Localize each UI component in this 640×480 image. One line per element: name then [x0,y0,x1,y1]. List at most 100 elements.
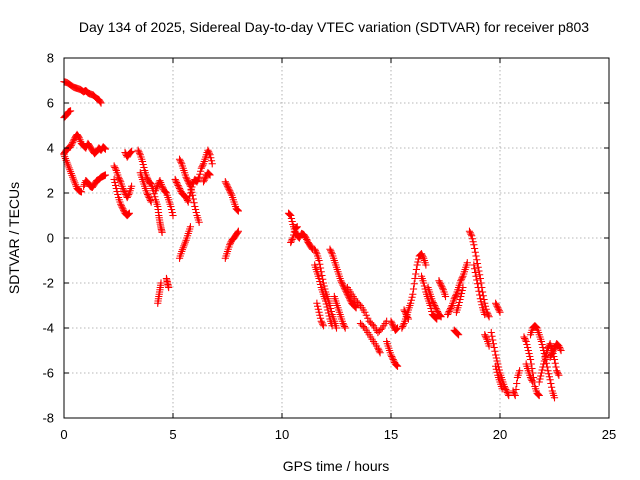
y-tick-label: 0 [47,231,54,246]
data-point [316,280,325,289]
data-point [120,187,128,196]
data-point [286,211,294,219]
data-point [190,199,198,207]
data-point [412,265,421,274]
data-point [66,143,75,151]
data-point [444,309,453,317]
data-point [176,186,184,194]
data-point [498,385,506,393]
data-point [415,255,423,263]
data-point [540,357,548,365]
data-point [234,207,242,215]
data-point [465,227,474,235]
data-point [527,375,535,383]
data-point [458,274,466,282]
data-point [393,325,401,333]
y-tick-label: -8 [42,411,54,426]
data-point [324,309,333,317]
data-point [556,345,564,353]
data-point [290,228,298,236]
data-point [287,237,296,245]
data-point [205,169,213,178]
data-point [407,296,415,304]
data-point [199,161,207,169]
data-point [292,223,301,232]
data-point [199,178,208,186]
data-point [117,200,125,208]
data-point [520,333,528,341]
y-axis-label: SDTVAR / TECUs [6,182,22,294]
data-point [114,173,123,181]
data-point [233,205,241,214]
data-point [125,209,133,217]
data-point [290,231,298,239]
data-point [175,183,183,191]
data-point [117,202,126,210]
data-point [458,286,466,295]
data-point [194,176,202,184]
data-point [127,148,135,156]
x-tick-label: 20 [493,427,507,442]
data-point [521,334,529,343]
data-point [502,385,510,394]
data-point [457,275,466,283]
data-point [339,319,347,328]
data-point [445,307,453,316]
data-point [234,227,242,235]
data-point [409,290,417,298]
data-point [195,173,203,181]
data-point [374,344,382,352]
x-axis-label: GPS time / hours [283,458,390,474]
data-point [351,303,359,311]
data-point [535,378,543,386]
data-point [557,346,565,355]
data-point [478,301,486,309]
data-point [326,245,334,253]
data-point [146,196,155,205]
data-point [454,331,463,339]
data-point [388,319,396,327]
data-point [549,347,557,355]
data-point [493,368,501,376]
data-point [466,229,474,237]
data-point [403,312,411,320]
data-point [150,190,158,198]
data-point [475,287,483,295]
data-point [538,340,546,349]
data-point [555,343,564,352]
data-point [547,383,556,391]
data-point [545,373,554,381]
data-point [293,223,301,231]
data-point [547,350,556,358]
data-point [313,299,321,307]
data-point [138,157,147,166]
data-point [186,182,195,190]
data-point [184,198,192,206]
x-tick-label: 0 [60,427,67,442]
data-point [481,331,489,339]
data-point [68,140,76,148]
data-point [472,252,480,260]
data-point [225,185,233,193]
data-point [489,336,497,344]
data-point [97,99,105,107]
data-point [545,370,553,378]
data-point [532,323,540,331]
data-point [544,367,552,375]
data-point [537,372,545,380]
data-point [521,336,530,344]
data-point [119,186,128,194]
data-point [226,188,235,196]
data-point [503,388,511,397]
data-point [387,317,395,325]
data-point [555,371,563,379]
data-point [146,179,155,187]
data-point [422,261,430,269]
data-point [288,235,296,244]
data-point [318,319,326,327]
data-point [417,250,426,258]
data-point [322,297,330,305]
data-points [60,78,565,402]
data-point [432,304,440,313]
data-point [165,283,173,292]
